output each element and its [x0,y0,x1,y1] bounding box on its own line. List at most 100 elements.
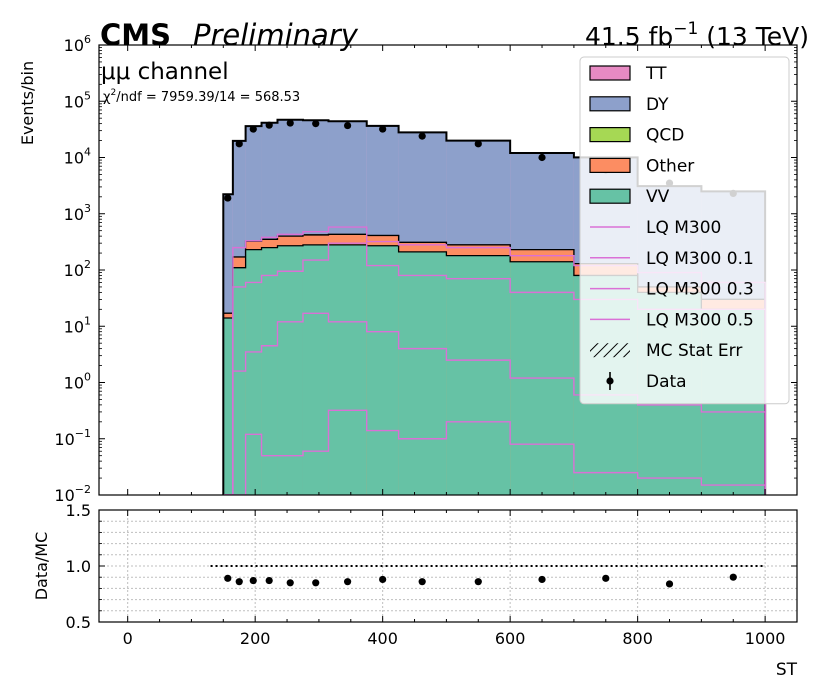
x-tick-label: 400 [367,629,398,648]
ratio-plot: 0.5 1.0 1.5 0 200 400 600 800 1000 Data/MC ST [32,501,798,680]
stack-bar [232,267,246,495]
stack-bar [446,255,511,495]
ratio-point [286,579,294,587]
ratio-x-axis: 0 200 400 600 800 1000 [123,510,786,648]
x-tick-label: 1000 [745,629,786,648]
ratio-point [729,573,737,581]
legend-item: DY [589,95,669,115]
data-point [249,125,257,133]
legend-label: LQ M300 0.1 [646,249,754,269]
stack-bar [245,249,262,495]
y-tick-label: 102 [64,258,91,280]
y-tick-label: 10−1 [54,427,91,449]
legend-item: QCD [589,126,684,146]
y-tick-label: 100 [64,371,91,393]
main-y-axis: 10−2 10−1 100 101 102 103 104 105 106 [54,33,797,505]
ratio-y-tick-label: 1.0 [66,557,91,576]
legend-label: MC Stat Err [646,341,742,361]
x-tick-label: 800 [622,629,653,648]
stack-bar [302,244,329,495]
legend-swatch [589,65,631,81]
legend-item: VV [589,187,670,207]
cms-label: CMS [100,18,171,52]
ratio-point [602,574,610,582]
ratio-point [265,576,273,585]
y-tick-label: 101 [64,314,91,336]
legend-marker [606,377,614,385]
legend-label: VV [646,187,670,207]
ratio-y-tick-label: 1.5 [66,501,91,520]
data-point [312,120,320,128]
main-x-ticks [127,45,766,495]
main-plot: TT DY QCD Other VV LQ M300 LQ M300 0.1 LQ M300 … [18,33,798,505]
x-tick-label: 600 [495,629,526,648]
y-tick-label: 103 [64,202,91,224]
legend-swatch [589,126,631,143]
data-point [265,121,273,129]
data-point [418,132,426,140]
legend: TT DY QCD Other VV LQ M300 LQ M300 0.1 LQ M300 … [579,56,790,405]
ratio-y-axis: 0.5 1.0 1.5 [66,501,797,632]
legend-swatch [589,188,631,204]
legend-label: QCD [646,126,684,146]
stack-bar [261,247,278,495]
stack-bar [223,318,233,495]
legend-swatch [589,157,631,173]
ratio-point [418,578,426,586]
data-point [224,194,232,202]
ratio-point [235,578,243,586]
x-tick-label: 0 [123,629,133,648]
stack-bar [328,244,367,495]
legend-item: Other [589,156,694,176]
preliminary-label: Preliminary [193,18,359,52]
ratio-points [224,573,737,588]
channel-label: μμ channel [101,59,229,85]
ratio-point [665,580,674,588]
ratio-point [224,574,232,582]
legend-item: Data [606,372,687,392]
y-tick-label: 104 [64,146,91,168]
data-point [538,153,546,162]
data-point [344,121,352,130]
legend-label: TT [645,64,667,84]
ratio-y-tick-label: 0.5 [66,613,91,632]
lumi-label: 41.5 fb−1 (13 TeV) [585,19,809,51]
legend-item: MC Stat Err [590,341,742,361]
legend-item: LQ M300 [590,218,721,238]
chi2-label: χ2/ndf = 7959.39/14 = 568.53 [103,88,300,105]
ratio-point [538,575,546,584]
legend-item: LQ M300 0.5 [590,310,754,330]
ratio-grid [99,510,797,622]
main-y-axis-label: Events/bin [18,61,37,145]
data-point [379,125,387,133]
legend-label: DY [646,95,669,115]
legend-item: TT [589,64,667,84]
y-tick-label: 106 [64,33,91,55]
legend-box [579,56,790,405]
ratio-point [379,575,387,584]
legend-swatch [589,96,631,112]
y-tick-label: 10−2 [54,483,91,505]
y-tick-label: 105 [64,89,91,111]
legend-label: LQ M300 0.3 [646,280,754,300]
ratio-point [249,576,257,585]
stack-bar [398,251,447,495]
legend-item: LQ M300 0.3 [590,280,754,300]
x-axis-label: ST [776,660,798,680]
ratio-point [474,578,482,586]
stack-bar [366,245,399,495]
ratio-point [344,578,352,586]
x-tick-label: 200 [240,629,271,648]
legend-swatch [590,343,630,358]
legend-label: LQ M300 [646,218,721,238]
ratio-point [312,579,320,587]
signal-line [223,409,766,495]
legend-label: Other [646,156,694,176]
stack-bar [277,245,303,495]
data-point [286,119,294,127]
ratio-y-axis-label: Data/MC [32,532,51,601]
legend-label: LQ M300 0.5 [646,310,754,330]
legend-label: Data [646,372,687,392]
data-point [474,140,482,148]
